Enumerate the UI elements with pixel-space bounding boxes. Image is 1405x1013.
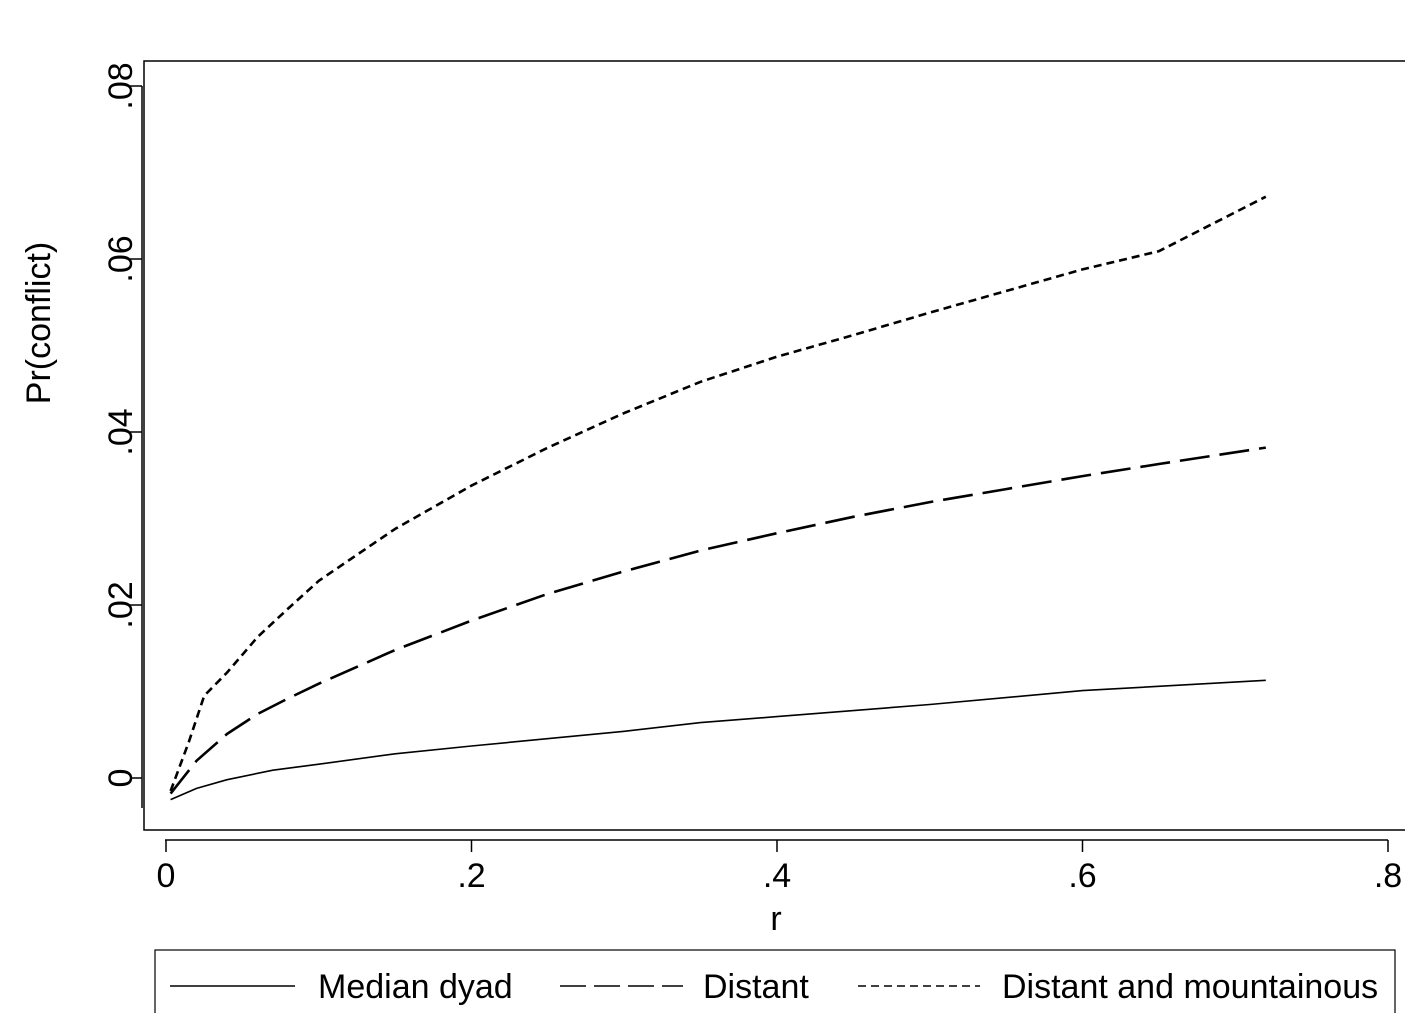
y-axis-title: Pr(conflict) — [20, 242, 58, 404]
x-axis-title: r — [770, 900, 781, 938]
series-line-2 — [169, 446, 1266, 795]
y-tick-label: .06 — [102, 235, 140, 282]
x-tick-label: 0 — [157, 857, 176, 895]
y-tick-label: 0 — [102, 769, 140, 788]
x-tick-label: .8 — [1374, 857, 1402, 895]
plot-frame — [143, 60, 1405, 831]
x-tick-label: .6 — [1068, 857, 1096, 895]
series-lines — [169, 195, 1267, 801]
x-tick-label: .4 — [763, 857, 791, 895]
x-axis-ticks: 0 .2 .4 .6 .8 — [157, 840, 1402, 895]
y-axis-ticks: 0 .02 .04 .06 .08 — [102, 62, 142, 787]
y-tick-label: .02 — [102, 581, 140, 628]
series-line-1 — [170, 679, 1266, 801]
legend-label-3: Distant and mountainous — [1002, 968, 1378, 1006]
legend-label-1: Median dyad — [318, 968, 513, 1006]
y-tick-label: .08 — [102, 62, 140, 109]
legend-box — [154, 949, 1396, 1013]
y-tick-label: .04 — [102, 408, 140, 455]
series-line-3 — [169, 195, 1267, 792]
legend: Median dyad Distant Distant and mountainou… — [154, 949, 1396, 1013]
legend-label-2: Distant — [703, 968, 809, 1006]
x-tick-label: .2 — [457, 857, 485, 895]
